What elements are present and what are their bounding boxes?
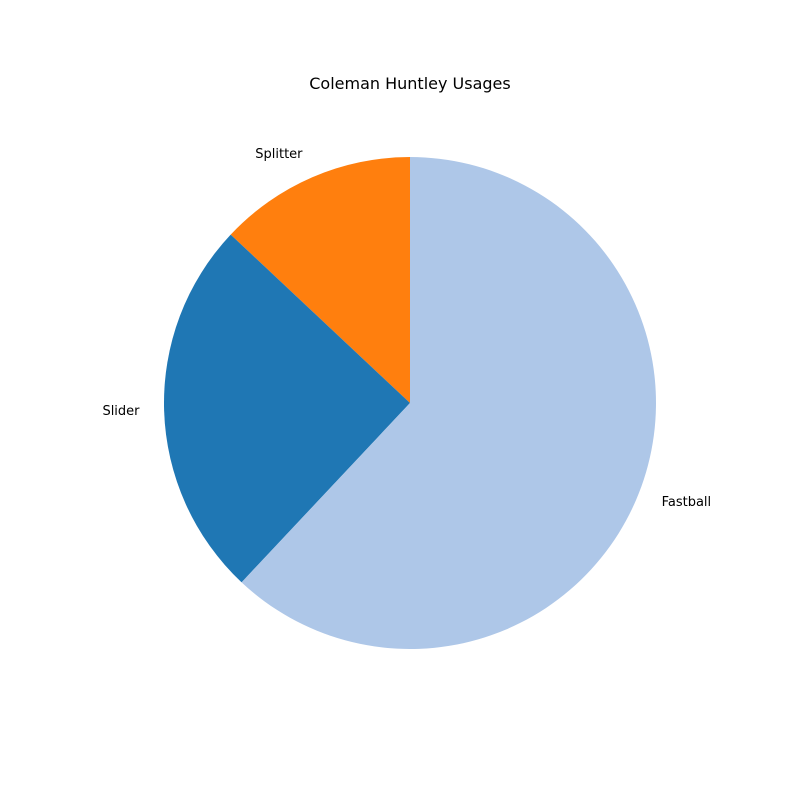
pie-label-slider: Slider: [102, 404, 140, 419]
pie-label-fastball: Fastball: [662, 495, 712, 510]
pie-slice-fastball: [241, 157, 656, 649]
pie-slice-splitter: [230, 157, 410, 403]
chart-title: Coleman Huntley Usages: [309, 74, 510, 93]
pie-slices: [163, 157, 656, 649]
pie-label-splitter: Splitter: [255, 147, 303, 162]
pie-labels: Splitter Slider Fastball: [102, 147, 711, 510]
pie-slice-slider: [163, 234, 410, 583]
